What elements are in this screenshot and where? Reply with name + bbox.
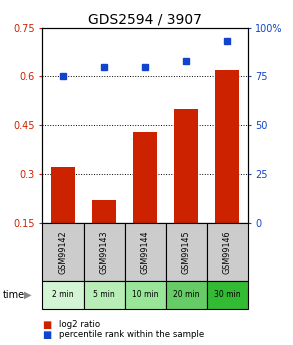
Text: 20 min: 20 min bbox=[173, 290, 199, 299]
Bar bbox=[174, 109, 198, 223]
Bar bbox=[215, 70, 239, 223]
Text: 10 min: 10 min bbox=[132, 290, 158, 299]
FancyBboxPatch shape bbox=[42, 281, 84, 309]
Text: GSM99144: GSM99144 bbox=[141, 230, 149, 274]
Text: GSM99146: GSM99146 bbox=[223, 230, 231, 274]
Title: GDS2594 / 3907: GDS2594 / 3907 bbox=[88, 12, 202, 27]
FancyBboxPatch shape bbox=[166, 281, 207, 309]
Text: 30 min: 30 min bbox=[214, 290, 240, 299]
FancyBboxPatch shape bbox=[84, 281, 125, 309]
FancyBboxPatch shape bbox=[207, 223, 248, 281]
Text: time: time bbox=[3, 290, 25, 300]
Text: GSM99143: GSM99143 bbox=[100, 230, 108, 274]
Bar bbox=[133, 131, 157, 223]
FancyBboxPatch shape bbox=[125, 281, 166, 309]
FancyBboxPatch shape bbox=[84, 223, 125, 281]
FancyBboxPatch shape bbox=[125, 223, 166, 281]
Text: log2 ratio: log2 ratio bbox=[59, 321, 100, 329]
Text: percentile rank within the sample: percentile rank within the sample bbox=[59, 330, 204, 339]
Text: GSM99142: GSM99142 bbox=[59, 230, 67, 274]
FancyBboxPatch shape bbox=[166, 223, 207, 281]
Text: ■: ■ bbox=[42, 320, 52, 330]
Text: 2 min: 2 min bbox=[52, 290, 74, 299]
Text: ▶: ▶ bbox=[24, 290, 32, 300]
FancyBboxPatch shape bbox=[207, 281, 248, 309]
Text: 5 min: 5 min bbox=[93, 290, 115, 299]
Text: ■: ■ bbox=[42, 330, 52, 339]
Bar bbox=[92, 200, 116, 223]
Text: GSM99145: GSM99145 bbox=[182, 230, 190, 274]
FancyBboxPatch shape bbox=[42, 223, 84, 281]
Bar bbox=[51, 167, 75, 223]
